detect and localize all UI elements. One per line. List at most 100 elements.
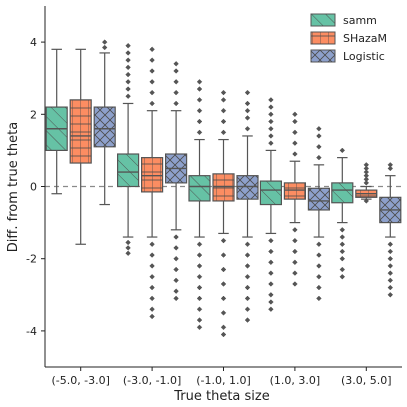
outlier-point (387, 165, 394, 172)
outlier-point (292, 129, 298, 136)
outlier-point (196, 107, 203, 114)
outlier-point (387, 292, 394, 298)
outlier-point (149, 241, 155, 248)
outlier-point (125, 64, 131, 71)
outlier-point (292, 259, 298, 266)
outlier-point (149, 57, 155, 63)
box-hatch (331, 182, 353, 203)
outlier-point (387, 270, 394, 276)
outlier-point (196, 97, 203, 103)
outlier-point (125, 93, 131, 100)
x-axis-title: True theta size (173, 389, 269, 404)
outlier-point (339, 227, 346, 233)
outlier-point (339, 255, 346, 262)
outlier-point (220, 310, 227, 316)
outlier-point (149, 306, 155, 312)
outlier-point (339, 147, 346, 154)
outlier-point (149, 79, 155, 85)
outlier-point (292, 281, 298, 287)
outlier-point (316, 273, 322, 280)
outlier-point (244, 115, 251, 121)
legend-label-samm: samm (343, 14, 377, 27)
outlier-point (125, 71, 131, 78)
box-hatch (70, 99, 92, 164)
outlier-point (220, 237, 227, 244)
outlier-point (196, 252, 203, 258)
outlier-point (316, 125, 322, 132)
outlier-point (125, 245, 131, 251)
outlier-point (125, 42, 131, 49)
outlier-point (149, 295, 155, 302)
outlier-point (387, 263, 394, 269)
legend: samm SHazaM Logistic (310, 13, 387, 63)
outlier-point (220, 97, 227, 103)
outlier-point (149, 252, 155, 258)
outlier-point (244, 295, 251, 302)
outlier-point (244, 284, 251, 291)
outlier-point (387, 248, 394, 255)
outlier-point (363, 198, 370, 204)
outlier-point (244, 317, 251, 323)
outlier-point (196, 295, 203, 302)
y-tick-label: 4 (30, 36, 37, 49)
box-hatch (189, 175, 210, 201)
outlier-point (387, 241, 394, 248)
outlier-point (196, 284, 203, 291)
outlier-point (316, 144, 322, 150)
outlier-point (292, 151, 298, 157)
outlier-point (244, 241, 251, 248)
box-hatch (213, 173, 234, 201)
outlier-point (173, 79, 179, 85)
outlier-point (125, 239, 131, 246)
legend-swatch-samm-hatch (311, 14, 335, 26)
y-ticks: -4 -2 0 2 4 (26, 36, 45, 338)
outlier-point (339, 234, 346, 240)
outlier-point (173, 100, 179, 107)
outlier-point (292, 118, 298, 125)
outlier-point (173, 295, 179, 302)
outlier-point (125, 50, 131, 56)
outlier-point (244, 263, 251, 269)
outlier-point (268, 281, 274, 287)
outlier-point (220, 118, 227, 125)
outlier-point (268, 97, 274, 103)
outlier-point (125, 86, 131, 92)
outlier-point (196, 129, 203, 136)
outlier-point (387, 284, 394, 291)
outlier-point (173, 255, 179, 262)
outlier-point (339, 241, 346, 248)
y-axis-title: Diff. from true theta (6, 122, 21, 252)
outlier-point (363, 169, 370, 175)
plot-area (45, 39, 402, 338)
outlier-point (220, 107, 227, 114)
box-hatch (117, 154, 139, 187)
outlier-point (101, 44, 108, 51)
outlier-point (268, 140, 274, 146)
outlier-point (363, 172, 370, 179)
outlier-point (220, 89, 227, 96)
outlier-point (316, 263, 322, 269)
outlier-point (339, 248, 346, 255)
outlier-point (387, 162, 394, 168)
outlier-point (387, 277, 394, 284)
outlier-point (316, 295, 322, 302)
outlier-point (220, 324, 227, 331)
outlier-point (149, 284, 155, 291)
outlier-point (173, 245, 179, 251)
y-tick-label: -2 (26, 253, 37, 266)
outlier-point (292, 227, 298, 233)
outlier-point (196, 118, 203, 125)
outlier-point (173, 288, 179, 294)
legend-swatch-logistic-hatch (311, 50, 335, 62)
outlier-point (292, 111, 298, 118)
outlier-point (244, 273, 251, 280)
outlier-point (292, 237, 298, 244)
outlier-point (244, 306, 251, 312)
box-hatch (141, 157, 163, 192)
outlier-point (196, 306, 203, 312)
outlier-point (316, 241, 322, 248)
box-hatch (94, 107, 116, 147)
outlier-point (268, 248, 274, 255)
outlier-point (196, 86, 203, 92)
outlier-point (173, 89, 179, 96)
